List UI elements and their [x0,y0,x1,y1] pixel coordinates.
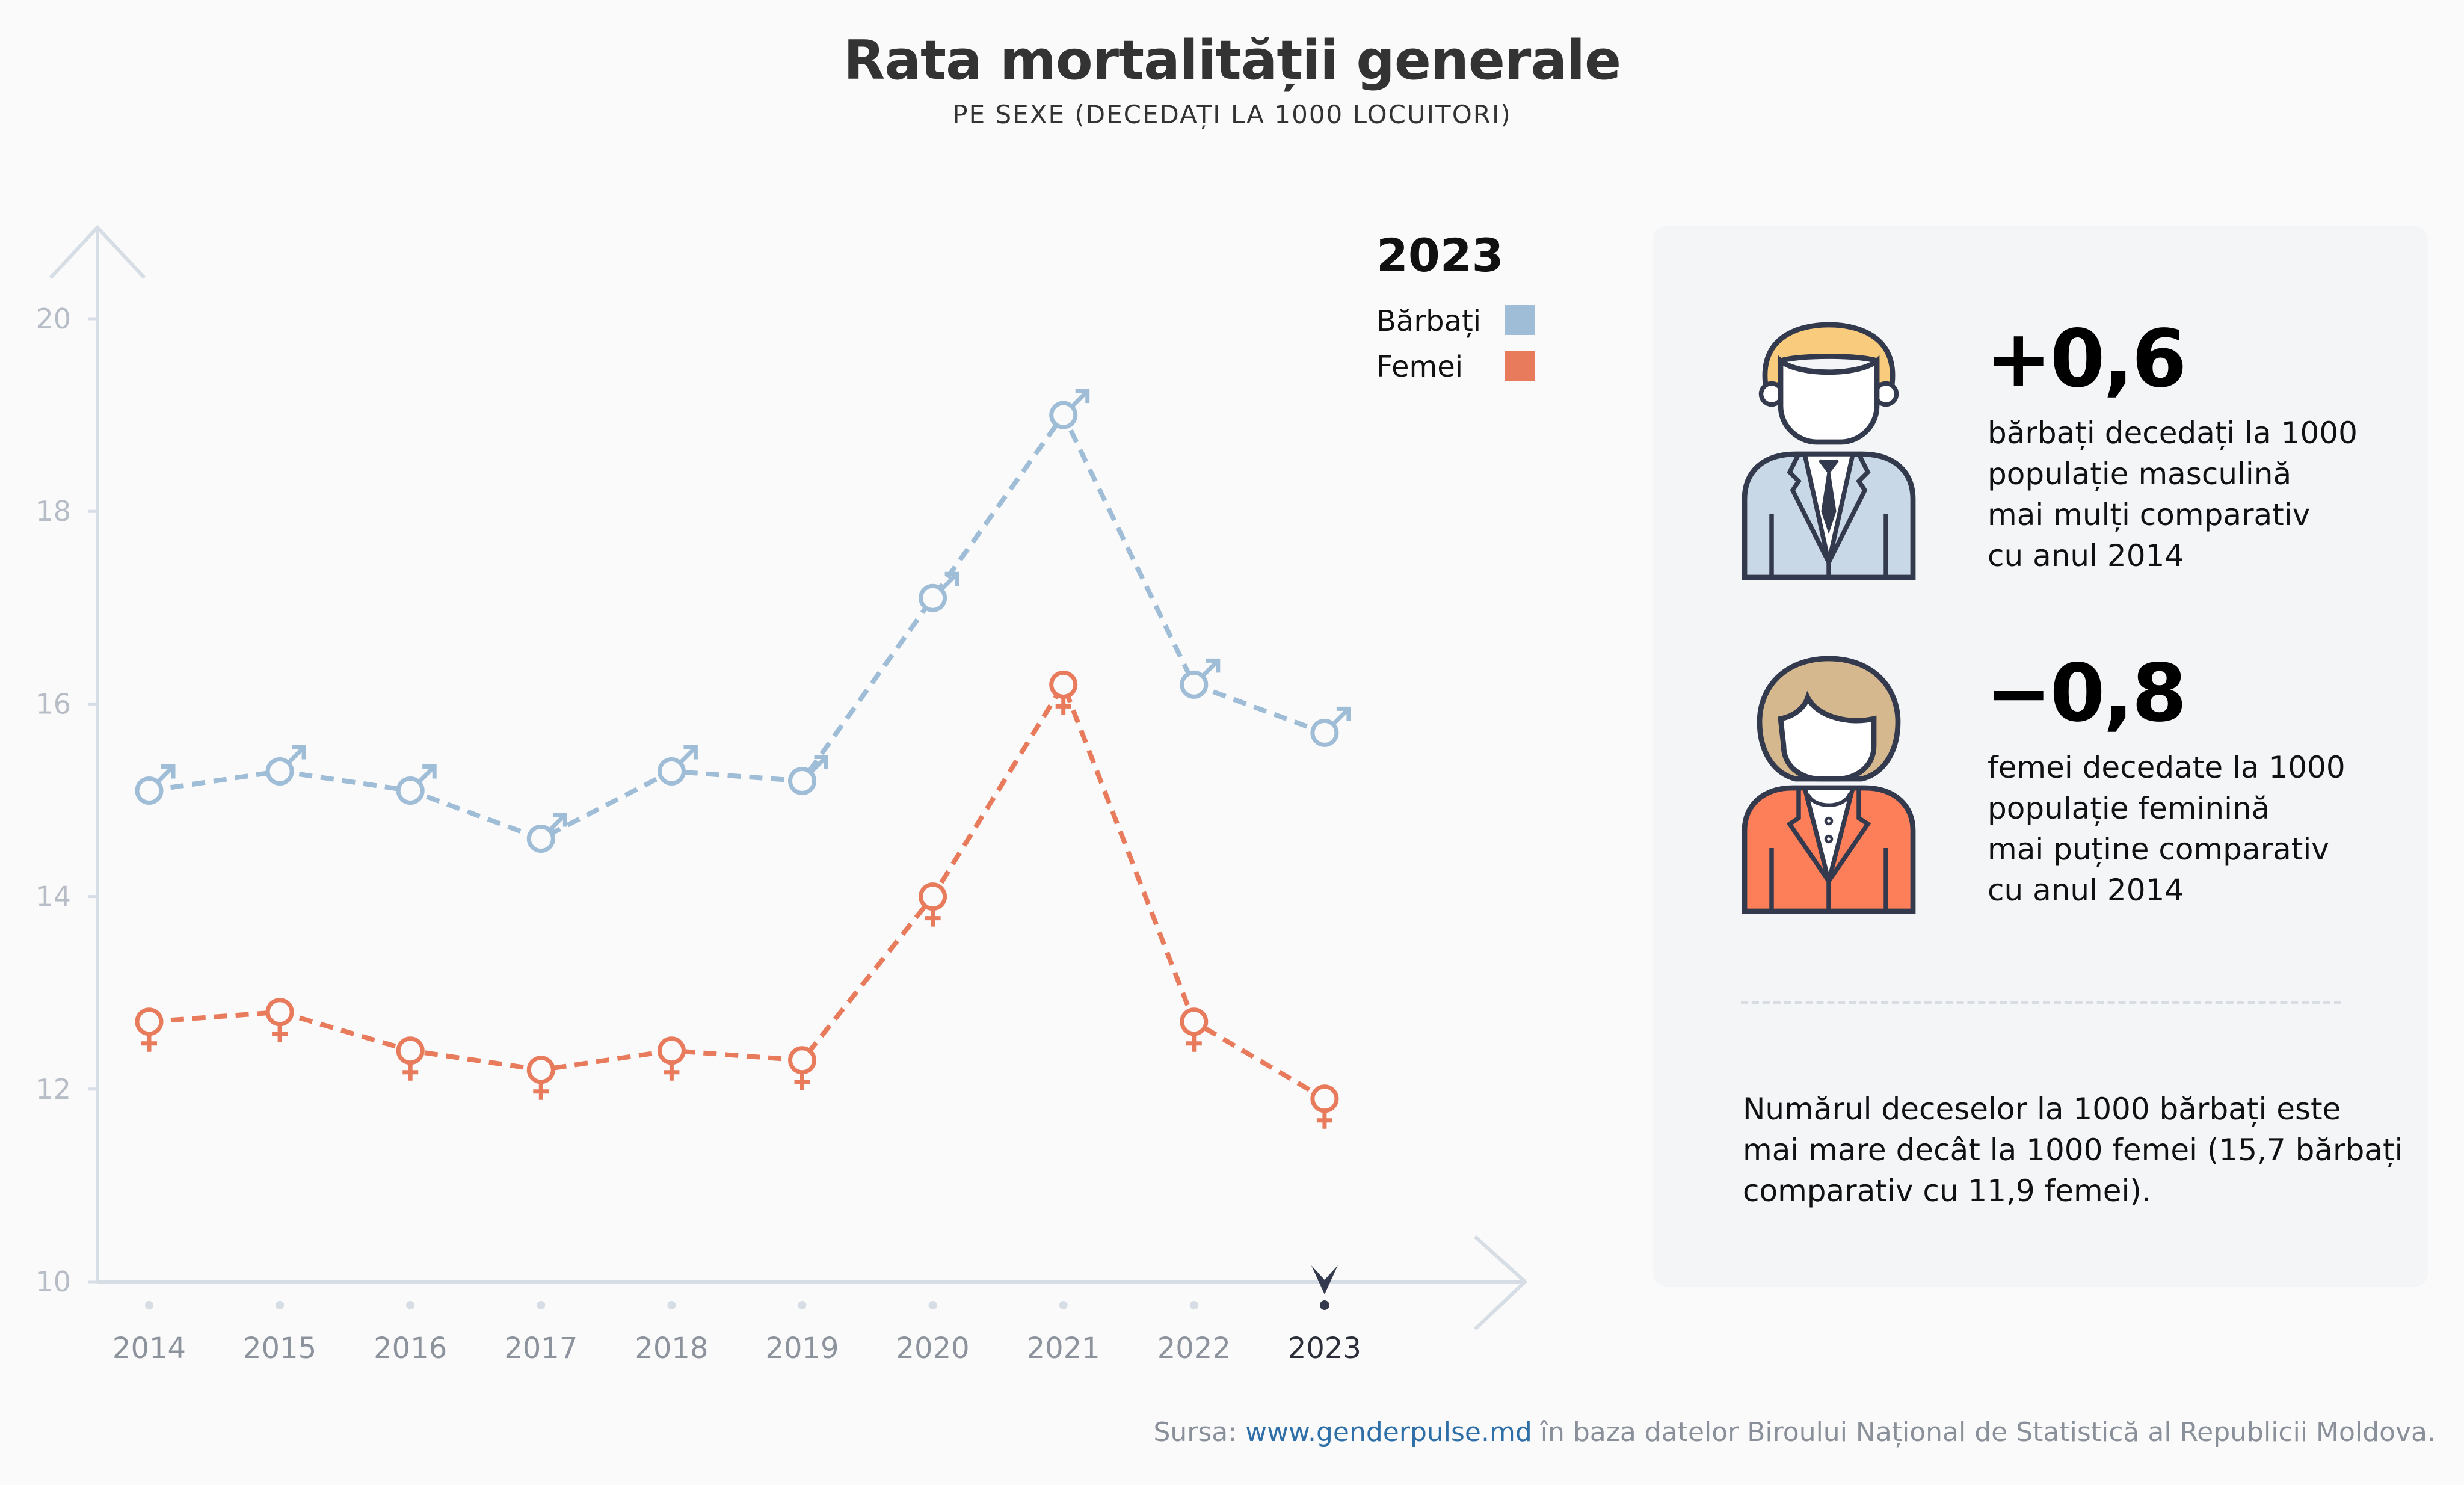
x-axis-arrow [1473,1235,1528,1331]
y-tick-label: 16 [35,687,71,720]
male-symbol-marker [526,813,567,853]
female-symbol-marker [657,1036,686,1081]
x-tick-label: 2021 [1027,1332,1100,1365]
men-desc-line: bărbați decedați la 1000 [1988,416,2358,450]
male-symbol-marker [919,571,959,612]
male-symbol-marker [657,745,698,786]
male-symbol-marker [265,745,306,786]
women-desc-line: cu anul 2014 [1988,873,2184,908]
women-desc-line: mai puține comparativ [1988,832,2329,867]
female-symbol-marker [396,1036,425,1081]
female-symbol-marker [788,1046,816,1090]
legend-swatch-men [1505,305,1535,335]
female-symbol-marker [526,1056,555,1100]
x-tick-dot [406,1301,415,1309]
men-desc-line: populație masculină [1988,457,2292,491]
female-symbol-marker [1310,1084,1339,1129]
axes [49,224,1528,1331]
x-tick-dot [145,1301,153,1309]
man-avatar-icon [1742,322,1916,580]
female-symbol-marker [135,1007,164,1052]
series-line-men [149,410,1326,841]
page-title: Rata mortalității generale [843,29,1621,92]
female-symbol-marker [1180,1007,1209,1052]
y-tick-label: 10 [35,1265,71,1298]
x-tick-dot [667,1301,676,1309]
page-subtitle: PE SEXE (DECEDAȚI LA 1000 LOCUITORI) [952,100,1512,129]
x-tick-label: 2019 [765,1332,839,1365]
comparison-note: Numărul deceselor la 1000 bărbați este m… [1743,1089,2403,1211]
x-tick-dot [798,1301,807,1309]
x-tick-dot [276,1301,285,1309]
x-tick-label: 2017 [504,1332,578,1365]
current-year-pointer-icon [1311,1265,1338,1294]
y-tick-label: 12 [35,1073,71,1105]
legend-title: 2023 [1376,229,1504,282]
x-tick-label: 2022 [1157,1332,1231,1365]
male-symbol-marker [1310,706,1351,747]
legend-label-women: Femei [1376,350,1464,384]
women-change-description: femei decedate la 1000 populație feminin… [1988,747,2345,911]
source-link[interactable]: www.genderpulse.md [1245,1417,1532,1448]
male-symbol-marker [1049,389,1090,429]
source-footer: Sursa: www.genderpulse.md în baza datelo… [1153,1417,2436,1448]
x-tick-label: 2015 [243,1332,316,1365]
x-tick-dot [928,1301,937,1309]
men-change-value: +0,6 [1985,313,2187,405]
female-symbol-marker [265,998,294,1042]
y-axis-arrow [49,224,146,280]
woman-avatar-icon [1742,656,1916,914]
x-tick-label: 2018 [635,1332,708,1365]
x-tick-label: 2020 [896,1332,970,1365]
men-change-description: bărbați decedați la 1000 populație mascu… [1988,413,2358,576]
panel-divider [1741,1001,2341,1004]
note-line: comparativ cu 11,9 femei). [1743,1173,2151,1208]
source-prefix: Sursa: [1153,1417,1246,1448]
x-tick-dot [1059,1301,1068,1309]
y-tick-label: 14 [35,881,71,913]
female-symbol-marker [1049,670,1078,715]
men-desc-line: mai mulți comparativ [1988,497,2311,532]
women-change-value: −0,8 [1985,647,2187,740]
note-line: Numărul deceselor la 1000 bărbați este [1743,1092,2341,1127]
x-tick-label: 2023 [1288,1332,1361,1365]
y-tick-label: 20 [35,303,71,335]
note-line: mai mare decât la 1000 femei (15,7 bărba… [1743,1133,2403,1167]
source-suffix: în baza datelor Biroului Național de Sta… [1532,1417,2436,1448]
male-symbol-marker [1180,658,1221,699]
male-symbol-marker [788,754,828,795]
male-symbol-marker [396,764,437,805]
male-symbol-marker [135,764,176,805]
legend-swatch-women [1505,351,1535,381]
x-tick-dot [537,1301,546,1309]
x-tick-label: 2016 [374,1332,447,1365]
y-tick-label: 18 [35,495,71,527]
legend-label-men: Bărbați [1376,304,1482,338]
men-desc-line: cu anul 2014 [1988,538,2184,573]
women-desc-line: femei decedate la 1000 [1988,750,2345,785]
x-tick-dot [1189,1301,1198,1309]
line-chart: 10 12 14 16 18 20 2014 2015 2016 2017 2018 2019 202… [35,224,1528,1365]
x-tick-dot [1319,1300,1329,1310]
x-tick-label: 2014 [112,1332,186,1365]
series-line-women [149,679,1326,1101]
women-desc-line: populație feminină [1988,791,2270,826]
female-symbol-marker [919,882,947,927]
